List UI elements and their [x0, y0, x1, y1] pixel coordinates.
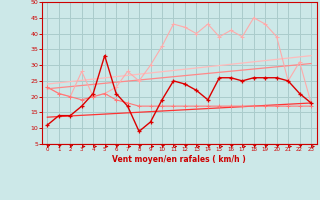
X-axis label: Vent moyen/en rafales ( km/h ): Vent moyen/en rafales ( km/h ) [112, 155, 246, 164]
